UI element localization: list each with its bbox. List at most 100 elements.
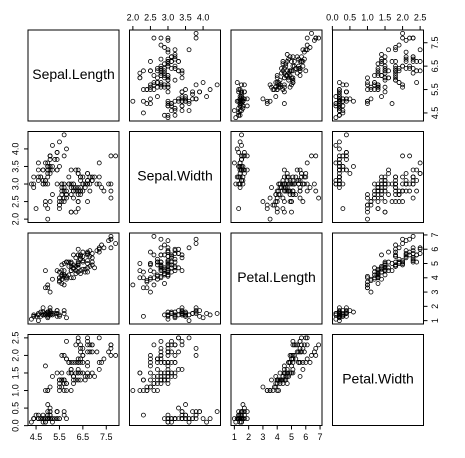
point — [403, 252, 409, 258]
point — [193, 305, 199, 311]
point — [85, 251, 90, 256]
point — [66, 174, 72, 180]
point — [237, 94, 243, 99]
point — [403, 59, 409, 64]
point — [281, 101, 287, 106]
point — [151, 381, 157, 386]
point — [284, 59, 290, 64]
point — [276, 188, 282, 194]
point — [336, 105, 342, 111]
point — [54, 313, 60, 319]
point — [179, 75, 185, 81]
point — [340, 181, 346, 187]
point — [274, 87, 280, 92]
point — [414, 68, 420, 74]
point — [237, 98, 243, 104]
point — [190, 311, 195, 316]
point — [85, 370, 90, 376]
point — [291, 353, 297, 358]
point — [239, 96, 244, 102]
point — [382, 272, 388, 278]
point — [393, 181, 398, 187]
point — [336, 112, 342, 118]
point — [45, 285, 51, 291]
point — [379, 56, 384, 62]
point — [336, 101, 342, 106]
point — [82, 181, 88, 187]
point — [183, 412, 188, 418]
point — [193, 35, 199, 41]
point — [333, 94, 339, 99]
point — [239, 101, 244, 106]
point — [68, 370, 74, 376]
point — [54, 409, 60, 414]
panel — [230, 334, 323, 426]
point — [183, 309, 188, 315]
point — [393, 77, 398, 83]
point — [169, 66, 174, 71]
point — [40, 305, 46, 311]
point — [303, 68, 309, 74]
y-tick-label: 7 — [430, 232, 440, 237]
point — [333, 178, 339, 183]
point — [172, 374, 178, 379]
point — [290, 188, 296, 194]
point — [284, 367, 290, 372]
point — [144, 384, 150, 390]
point — [269, 377, 274, 383]
point — [239, 108, 244, 114]
point — [414, 188, 420, 194]
point — [375, 199, 381, 204]
point — [165, 56, 171, 62]
point — [379, 94, 384, 99]
point — [389, 101, 395, 106]
point — [336, 305, 342, 311]
point — [197, 409, 202, 414]
point — [396, 66, 402, 71]
x-tick-label: 3.5 — [179, 12, 192, 22]
point — [155, 66, 160, 71]
point — [176, 367, 181, 372]
point — [410, 54, 416, 60]
point — [368, 84, 374, 90]
point — [172, 77, 178, 83]
point — [78, 268, 83, 274]
point — [372, 80, 377, 85]
point — [277, 77, 283, 83]
point — [43, 268, 48, 274]
point — [375, 271, 381, 276]
point — [190, 409, 195, 414]
point — [365, 195, 370, 201]
point — [82, 377, 88, 383]
point — [94, 181, 100, 187]
point — [148, 249, 153, 255]
point — [40, 309, 46, 315]
point — [61, 388, 67, 393]
point — [162, 112, 167, 118]
point — [316, 195, 322, 201]
point — [400, 199, 405, 204]
point — [172, 259, 178, 265]
point — [68, 367, 74, 372]
point — [365, 192, 370, 197]
point — [172, 108, 178, 114]
point — [296, 360, 302, 365]
point — [82, 374, 88, 379]
point — [108, 195, 114, 201]
point — [75, 370, 81, 376]
point — [57, 388, 62, 393]
point — [267, 98, 273, 104]
point — [382, 185, 388, 190]
point — [301, 49, 307, 55]
point — [239, 132, 244, 138]
point — [297, 66, 303, 71]
point — [87, 188, 93, 194]
point — [59, 272, 65, 278]
point — [89, 259, 95, 265]
point — [165, 112, 171, 118]
point — [66, 272, 72, 278]
point — [71, 360, 76, 365]
point — [365, 273, 370, 279]
point — [108, 153, 114, 159]
point — [400, 35, 405, 41]
